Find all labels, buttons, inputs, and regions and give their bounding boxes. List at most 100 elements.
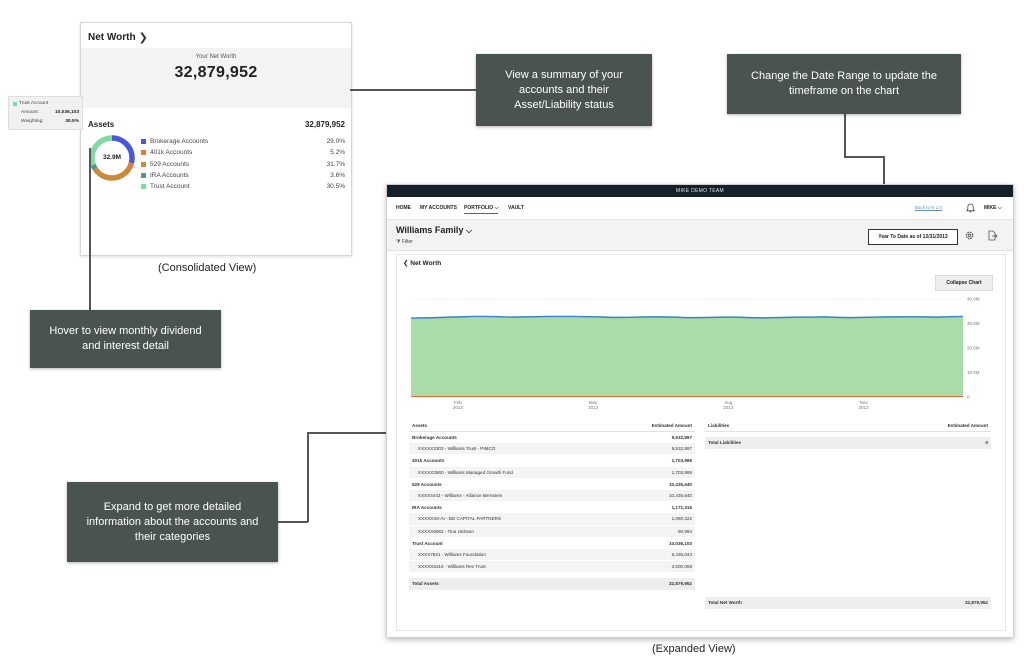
asset-group-row[interactable]: 401k Accounts 1,703,995: [409, 455, 695, 466]
account-value: 10,435,640: [669, 492, 692, 498]
legend-pct: 5.2%: [330, 149, 345, 157]
legend-pct: 31.7%: [326, 160, 345, 168]
legend-item: Brokerage Accounts 29.0%: [141, 136, 345, 147]
net-worth-header[interactable]: Net Worth ❯: [88, 31, 148, 44]
donut-slice[interactable]: [90, 163, 98, 171]
chevron-down-icon[interactable]: ⌵: [494, 205, 499, 211]
donut-slice[interactable]: [89, 135, 113, 166]
account-name[interactable]: XXXXXX6-AI - BD CAPITAL PARTNERS: [418, 516, 502, 522]
expanded-window: MIKE DEMO TEAM HOME MY ACCOUNTS PORTFOLI…: [386, 184, 1014, 638]
net-worth-value: 32,879,952: [174, 64, 258, 81]
connector-expand-3: [277, 521, 308, 523]
connector-expand-2: [307, 432, 309, 522]
account-row[interactable]: XXXX4442 - Williams - Alliance Bernstein…: [409, 489, 695, 503]
chevron-down-icon[interactable]: ⌵: [997, 205, 1002, 211]
assets-legend: Brokerage Accounts 29.0% 401k Accounts 5.2%…: [141, 136, 345, 192]
asset-group-row[interactable]: Trust Account 10,036,103: [409, 538, 695, 549]
legend-swatch: [141, 139, 146, 145]
asset-group-name[interactable]: Brokerage Accounts: [412, 435, 457, 440]
export-icon[interactable]: [987, 230, 998, 241]
x-tick-year: 2013: [588, 405, 599, 410]
gear-icon[interactable]: [964, 230, 975, 241]
x-tick-label: Nov: [860, 400, 869, 405]
filter-label[interactable]: Filter: [401, 239, 413, 245]
legend-name: Brokerage Accounts: [150, 138, 209, 146]
family-name[interactable]: Williams Family: [396, 225, 464, 235]
series-area[interactable]: [411, 316, 963, 397]
donut-slice[interactable]: [126, 162, 135, 171]
account-name[interactable]: XXXX4442 - Williams - Alliance Bernstein: [418, 492, 503, 498]
net-worth-back[interactable]: ❮ Net Worth: [403, 259, 441, 267]
liabilities-table-header: Liabilities Estimated Amount: [705, 420, 991, 432]
net-worth-title[interactable]: Net Worth: [88, 32, 136, 43]
account-value: 3,600,059: [671, 564, 692, 570]
assets-table: Assets Estimated Amount Brokerage Accoun…: [409, 420, 695, 591]
filter-icon[interactable]: ⧩: [396, 239, 401, 245]
nav-vault[interactable]: VAULT: [508, 205, 524, 211]
liabilities-col-amount: Estimated Amount: [947, 423, 988, 428]
back-link[interactable]: Back to N 1.0: [915, 205, 943, 210]
account-row[interactable]: XXXX7621 - Williams Foundation 6,436,044: [409, 548, 695, 562]
chevron-down-icon[interactable]: ⌵: [465, 226, 473, 235]
account-name[interactable]: XXXXX2960 - Williams Managed Growth Fund: [418, 469, 513, 475]
total-assets-row: Total Assets 32,879,952: [409, 578, 695, 591]
account-row[interactable]: XXXXX6062 - Tina Hickson 90,994: [409, 525, 695, 538]
filter-button[interactable]: ⧩ Filter: [396, 239, 413, 245]
x-tick-year: 2013: [859, 405, 870, 410]
account-row[interactable]: XXXXX2303 - Williams Trust - PIMCO 9,532,…: [409, 443, 695, 456]
total-liabilities-row: Total Liabilities 0: [705, 437, 991, 449]
total-liabilities-value: 0: [985, 440, 988, 445]
nav-my-accounts[interactable]: MY ACCOUNTS: [420, 205, 457, 211]
chevron-left-icon[interactable]: ❮: [403, 260, 409, 267]
date-range-selector[interactable]: Year To Date as of 12/31/2013: [868, 229, 958, 245]
net-worth-area-chart[interactable]: 010.0M20.0M30.0M40.0MFeb2013May2013Aug20…: [403, 293, 1003, 415]
asset-group-row[interactable]: 529 Accounts 10,435,640: [409, 479, 695, 490]
user-name[interactable]: MIKE: [984, 205, 997, 211]
callout-expand: Expand to get more detailed information …: [67, 482, 278, 562]
family-selector[interactable]: Williams Family ⌵: [396, 225, 472, 236]
asset-group-name[interactable]: 401k Accounts: [412, 458, 445, 464]
series-line[interactable]: [410, 315, 964, 319]
assets-donut-chart[interactable]: [89, 135, 135, 181]
donut-center-value: 32.9M: [102, 154, 122, 161]
x-tick-year: 2013: [453, 405, 464, 410]
account-name[interactable]: XXXXX6062 - Tina Hickson: [418, 528, 474, 534]
account-row[interactable]: XXXXX5416 - Williams Rev Trust 3,600,059: [409, 561, 695, 574]
account-name[interactable]: XXXXX5416 - Williams Rev Trust: [418, 564, 486, 570]
donut-slice[interactable]: [92, 167, 132, 181]
assets-col-name: Assets: [412, 423, 428, 428]
account-value: 90,994: [677, 528, 692, 534]
y-tick-label: 40.0M: [967, 297, 980, 302]
assets-col-amount: Estimated Amount: [651, 423, 692, 428]
net-worth-section-title[interactable]: Net Worth: [410, 260, 442, 267]
collapse-chart-button[interactable]: Collapse Chart: [935, 275, 993, 291]
connector-summary: [350, 89, 476, 91]
callout-date-range: Change the Date Range to update the time…: [727, 54, 961, 114]
tooltip-swatch: [13, 101, 17, 106]
asset-group-name[interactable]: Trust Account: [412, 540, 443, 546]
asset-group-value: 1,171,316: [671, 505, 692, 511]
asset-group-value: 10,435,640: [669, 481, 692, 487]
legend-swatch: [141, 184, 146, 190]
asset-group-value: 10,036,103: [669, 540, 692, 546]
nav-home[interactable]: HOME: [396, 205, 411, 211]
assets-rows: Brokerage Accounts 9,532,897 XXXXX2303 - W…: [409, 432, 695, 574]
chevron-right-icon[interactable]: ❯: [138, 32, 148, 44]
nav-portfolio-label[interactable]: PORTFOLIO: [464, 205, 494, 211]
legend-swatch: [141, 161, 146, 167]
account-row[interactable]: XXXXXX6-AI - BD CAPITAL PARTNERS 1,080,32…: [409, 513, 695, 526]
account-name[interactable]: XXXX7621 - Williams Foundation: [418, 551, 486, 557]
asset-group-row[interactable]: IRA Accounts 1,171,316: [409, 502, 695, 513]
user-menu[interactable]: MIKE ⌵: [984, 205, 1002, 211]
account-name[interactable]: XXXXX2303 - Williams Trust - PIMCO: [418, 446, 496, 452]
callout-hover: Hover to view monthly dividend and inter…: [30, 310, 221, 368]
asset-group-name[interactable]: IRA Accounts: [412, 505, 442, 511]
nav-portfolio[interactable]: PORTFOLIO ⌵: [464, 205, 499, 214]
donut-slice[interactable]: [111, 135, 135, 164]
asset-group-name[interactable]: 529 Accounts: [412, 481, 442, 487]
account-row[interactable]: XXXXX2960 - Williams Managed Growth Fund…: [409, 466, 695, 479]
x-tick-label: Feb: [454, 400, 462, 405]
legend-item: Trust Account 30.5%: [141, 181, 345, 192]
asset-group-row[interactable]: Brokerage Accounts 9,532,897: [409, 432, 695, 443]
bell-icon[interactable]: [966, 203, 975, 213]
